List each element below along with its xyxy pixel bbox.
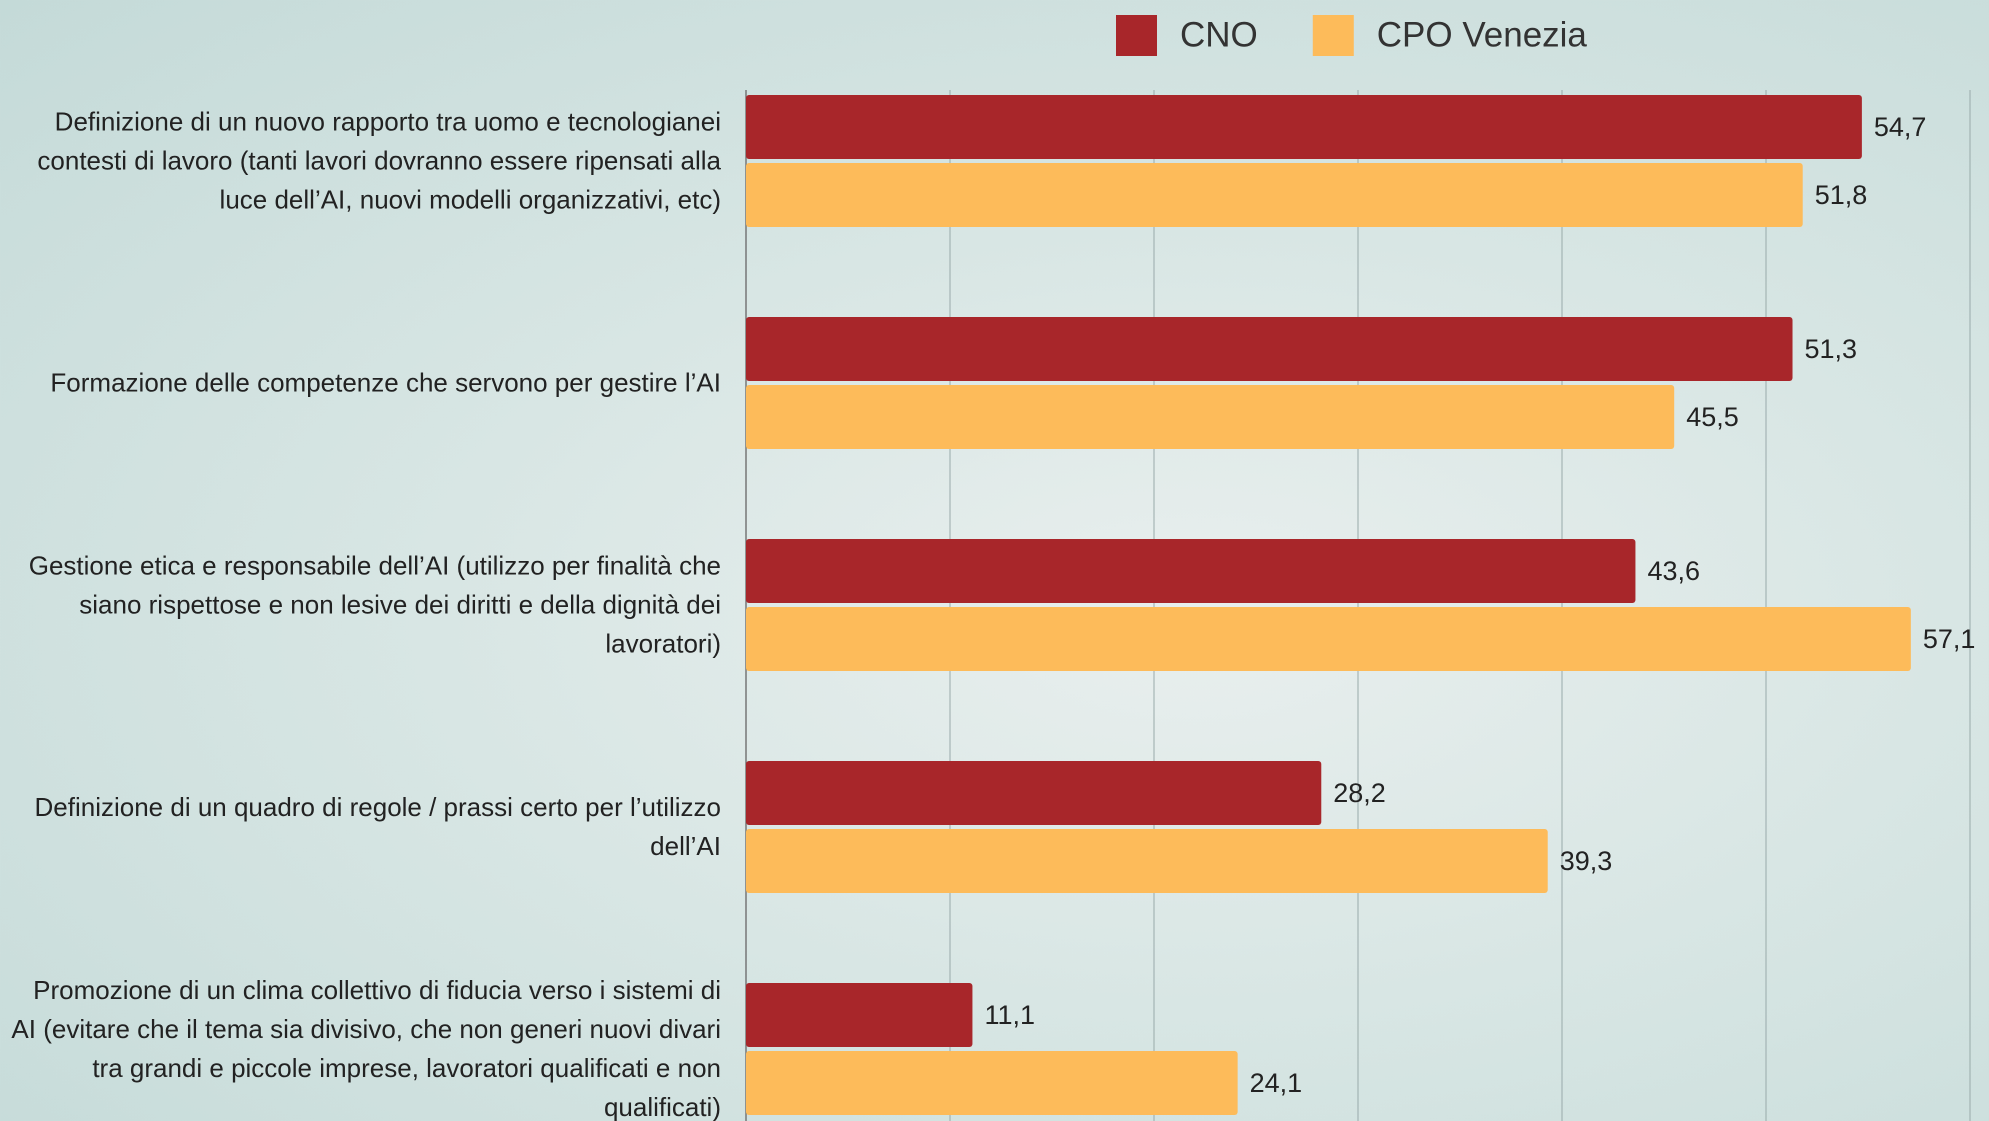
- bar: [746, 385, 1675, 449]
- legend-label: CPO Venezia: [1377, 15, 1588, 54]
- data-label: 57,1: [1923, 624, 1976, 654]
- bar: [746, 95, 1862, 159]
- bar: [746, 983, 973, 1047]
- data-label: 54,7: [1874, 112, 1927, 142]
- category-label: Definizione di un quadro di regole / pra…: [34, 792, 721, 861]
- data-label: 51,8: [1815, 180, 1868, 210]
- category-label: Formazione delle competenze che servono …: [50, 367, 721, 398]
- bar: [746, 1051, 1238, 1115]
- bar: [746, 539, 1636, 603]
- legend-swatch: [1116, 15, 1157, 56]
- category-label: Promozione di un clima collettivo di fid…: [11, 975, 721, 1121]
- data-label: 24,1: [1250, 1068, 1303, 1098]
- bar: [746, 761, 1322, 825]
- category-label: Definizione di un nuovo rapporto tra uom…: [37, 106, 721, 215]
- data-label: 11,1: [984, 1000, 1035, 1030]
- legend-swatch: [1312, 15, 1354, 56]
- data-label: 51,3: [1805, 334, 1858, 364]
- category-label: Gestione etica e responsabile dell’AI (u…: [28, 550, 721, 659]
- bar: [746, 163, 1803, 227]
- data-label: 45,5: [1686, 402, 1739, 432]
- bar: [746, 607, 1911, 671]
- bar: [746, 829, 1548, 893]
- bar: [746, 317, 1793, 381]
- data-label: 28,2: [1333, 778, 1386, 808]
- data-label: 39,3: [1560, 846, 1613, 876]
- legend-label: CNO: [1180, 15, 1258, 54]
- data-label: 43,6: [1647, 556, 1700, 586]
